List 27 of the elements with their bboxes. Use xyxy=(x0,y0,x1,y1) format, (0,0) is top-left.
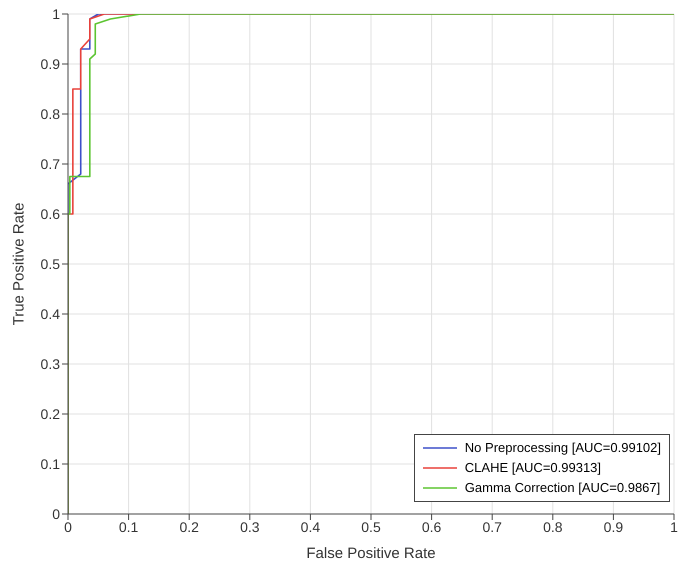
x-tick-label: 0.5 xyxy=(361,518,381,535)
y-tick-label: 0 xyxy=(52,506,60,522)
y-tick-label: 1 xyxy=(52,6,60,22)
legend-label: No Preprocessing [AUC=0.99102] xyxy=(464,439,661,457)
y-tick-label: 0.2 xyxy=(40,406,60,422)
x-tick-label: 0.7 xyxy=(482,518,502,535)
y-tick-label: 0.3 xyxy=(40,356,60,372)
x-tick-label: 1 xyxy=(670,518,678,535)
x-tick-label: 0 xyxy=(64,518,72,535)
y-tick-label: 0.5 xyxy=(40,256,60,272)
x-tick-label: 0.3 xyxy=(240,518,260,535)
x-tick-label: 0.6 xyxy=(422,518,442,535)
x-tick-label: 0.1 xyxy=(118,518,139,535)
x-tick-label: 0.8 xyxy=(543,518,563,535)
x-tick-label: 0.9 xyxy=(604,518,624,535)
y-tick-label: 0.1 xyxy=(40,456,60,472)
y-tick-label: 0.9 xyxy=(40,56,60,72)
legend-label: CLAHE [AUC=0.99313] xyxy=(464,459,602,477)
legend-label: Gamma Correction [AUC=0.9867] xyxy=(464,479,660,497)
y-tick-label: 0.4 xyxy=(40,306,60,322)
y-tick-label: 0.7 xyxy=(40,156,60,172)
y-tick-label: 0.8 xyxy=(40,106,60,122)
y-tick-label: 0.6 xyxy=(40,206,60,222)
x-tick-label: 0.2 xyxy=(179,518,200,535)
y-axis-title: True Positive Rate xyxy=(10,202,28,326)
x-axis-title: False Positive Rate xyxy=(306,545,436,562)
x-tick-label: 0.4 xyxy=(300,518,320,535)
